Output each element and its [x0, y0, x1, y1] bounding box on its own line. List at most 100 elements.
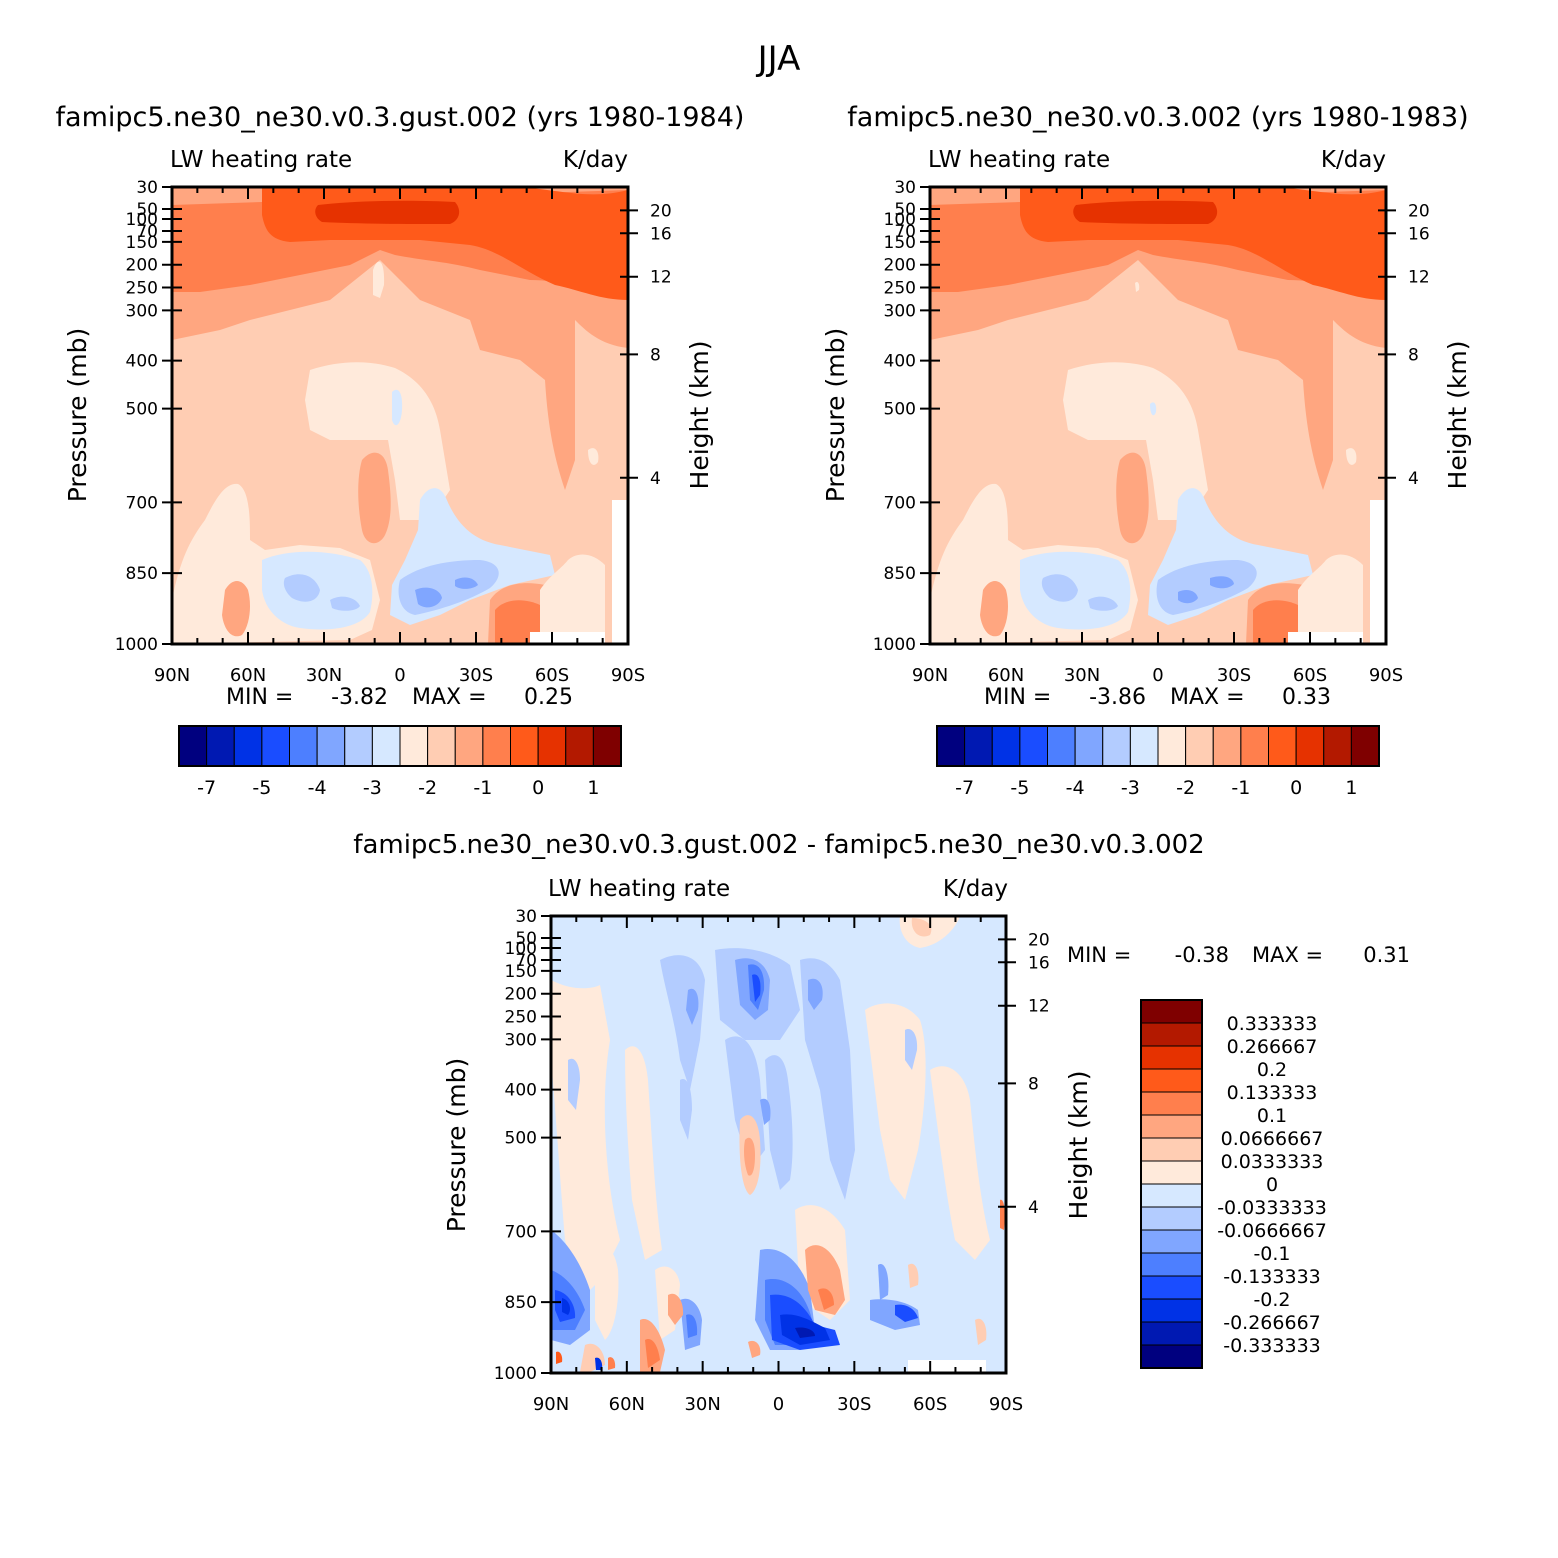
panel-diff-colorbar-label: 0.133333 — [1227, 1082, 1318, 1104]
panel-b-right-label: K/day — [1321, 147, 1386, 173]
panel-b-max-value: 0.33 — [1282, 685, 1331, 710]
panel-a-ylabel: Pressure (mb) — [63, 328, 92, 502]
panel-diff-pressure-tick-label: 850 — [505, 1293, 537, 1313]
panel-a-colorbar-swatch — [482, 725, 511, 767]
panel-b-pressure-tick-label: 70 — [894, 222, 916, 242]
panel-b-colorbar-label: -7 — [955, 777, 974, 799]
panel-a-colorbar-swatch — [427, 725, 456, 767]
panel-a-pressure-tick-label: 400 — [126, 352, 158, 372]
panel-b-title: famipc5.ne30_ne30.v0.3.002 (yrs 1980-198… — [847, 102, 1468, 133]
panel-b-pressure-tick-label: 200 — [884, 256, 916, 276]
panel-diff-colorbar-label: -0.1 — [1253, 1243, 1290, 1265]
panel-diff-pressure-tick-label: 300 — [505, 1030, 537, 1050]
panel-diff-lat-tick-label: 30N — [684, 1394, 720, 1415]
panel-b-lat-tick-label: 60S — [1293, 665, 1327, 686]
panel-diff-colorbar-swatch — [1140, 1183, 1203, 1208]
panel-b-pressure-tick-label: 400 — [884, 352, 916, 372]
panel-a-colorbar-swatch — [399, 725, 429, 767]
panel-b-pressure-tick-label: 300 — [884, 301, 916, 321]
panel-diff-colorbar-label: 0.1 — [1257, 1105, 1287, 1127]
panel-b-colorbar-swatch — [1047, 725, 1076, 767]
panel-diff-min-label: MIN = — [1067, 943, 1131, 967]
panel-a-field — [172, 187, 628, 644]
panel-b-left-label: LW heating rate — [928, 147, 1110, 173]
panel-diff-pressure-tick-label: 400 — [505, 1081, 537, 1101]
panel-diff-height-tick-label: 20 — [1028, 930, 1050, 950]
panel-diff-colorbar-swatch — [1140, 1344, 1203, 1369]
panel-diff-pressure-tick-label: 50 — [515, 929, 537, 949]
panel-diff-lat-tick-label: 0 — [773, 1394, 784, 1415]
panel-diff-lat-tick-label: 90N — [533, 1394, 569, 1415]
panel-a-max-value: 0.25 — [524, 685, 573, 710]
panel-a-pressure-tick-label: 300 — [126, 301, 158, 321]
panel-b-lat-tick-label: 90N — [912, 665, 948, 686]
panel-a-lat-tick-label: 60N — [230, 665, 266, 686]
panel-a-height-tick-label: 8 — [650, 345, 661, 365]
panel-a-colorbar-swatch — [565, 725, 594, 767]
panel-diff-colorbar-label: 0.333333 — [1227, 1013, 1318, 1035]
panel-diff-colorbar: 0.3333330.2666670.20.1333330.10.06666670… — [1140, 999, 1327, 1369]
panel-b-height-tick-label: 8 — [1408, 345, 1419, 365]
panel-diff-field — [551, 916, 1006, 1373]
panel-diff-height-tick-label: 8 — [1028, 1074, 1039, 1094]
panel-diff-pressure-tick-label: 150 — [505, 962, 537, 982]
panel-a-height-tick-label: 4 — [650, 469, 661, 489]
panel-diff-colorbar-swatch — [1140, 1298, 1203, 1323]
panel-diff-pressure-tick-label: 30 — [515, 907, 537, 927]
panel-diff-colorbar-label: 0.266667 — [1227, 1036, 1318, 1058]
panel-diff-colorbar-label: 0.0333333 — [1221, 1151, 1324, 1173]
panel-b-colorbar-swatch — [1212, 725, 1242, 767]
panel-b-pressure-tick-label: 250 — [884, 279, 916, 299]
panel-b-height-tick-label: 4 — [1408, 469, 1419, 489]
panel-b-colorbar: -7 -5 -4 -3 -2 -1 0 1 — [936, 725, 1380, 799]
panel-a-max-label: MAX = — [412, 685, 487, 710]
panel-b-colorbar-label: 1 — [1345, 777, 1357, 799]
panel-b: famipc5.ne30_ne30.v0.3.002 (yrs 1980-198… — [821, 102, 1472, 799]
panel-diff-colorbar-swatch — [1140, 1160, 1203, 1185]
panel-a-lat-tick-label: 30N — [306, 665, 342, 686]
panel-a-pressure-tick-label: 1000 — [115, 635, 158, 655]
panel-a-colorbar-label: -1 — [473, 777, 492, 799]
panel-diff-colorbar-swatch — [1140, 999, 1203, 1024]
panel-b-colorbar-swatch — [1323, 725, 1352, 767]
panel-a-height-tick-label: 12 — [650, 268, 672, 288]
panel-a-left-label: LW heating rate — [170, 147, 352, 173]
panel-a-pressure-tick-label: 30 — [136, 178, 158, 198]
panel-diff: famipc5.ne30_ne30.v0.3.gust.002 - famipc… — [353, 830, 1410, 1415]
panel-diff-colorbar-swatch — [1140, 1252, 1203, 1277]
panel-b-pressure-tick-label: 500 — [884, 400, 916, 420]
panel-a-colorbar-label: 0 — [532, 777, 544, 799]
panel-diff-pressure-tick-label: 200 — [505, 985, 537, 1005]
panel-diff-lat-tick-label: 30S — [837, 1394, 871, 1415]
panel-diff-right-label: K/day — [943, 876, 1008, 902]
panel-diff-height-tick-label: 16 — [1028, 953, 1050, 973]
panel-diff-colorbar-label: -0.266667 — [1223, 1312, 1321, 1334]
panel-b-max-label: MAX = — [1170, 685, 1245, 710]
panel-b-colorbar-swatch — [1350, 725, 1380, 767]
panel-a-min-label: MIN = — [226, 685, 293, 710]
panel-a-colorbar: -7 -5 -4 -3 -2 -1 0 1 — [178, 725, 622, 799]
panel-a-pressure-tick-label: 700 — [126, 493, 158, 513]
panel-b-colorbar-swatch — [991, 725, 1021, 767]
panel-diff-pressure-tick-label: 1000 — [494, 1364, 537, 1384]
panel-diff-colorbar-swatch — [1140, 1137, 1203, 1162]
panel-b-height-tick-label: 12 — [1408, 268, 1430, 288]
panel-diff-title: famipc5.ne30_ne30.v0.3.gust.002 - famipc… — [353, 830, 1204, 860]
panel-diff-colorbar-label: -0.2 — [1253, 1289, 1290, 1311]
panel-b-pressure-tick-label: 850 — [884, 564, 916, 584]
panel-a-colorbar-swatch — [206, 725, 235, 767]
panel-a-colorbar-swatch — [233, 725, 263, 767]
panel-a-height-tick-label: 20 — [650, 201, 672, 221]
panel-diff-colorbar-label: -0.333333 — [1223, 1335, 1321, 1357]
panel-a-height-tick-label: 16 — [650, 224, 672, 244]
panel-diff-colorbar-label: -0.0333333 — [1217, 1197, 1327, 1219]
panel-a-right-label: K/day — [563, 147, 628, 173]
panel-diff-max-value: 0.31 — [1363, 943, 1410, 967]
panel-a-colorbar-label: -2 — [418, 777, 437, 799]
panel-a-colorbar-swatch — [510, 725, 539, 767]
panel-diff-colorbar-label: 0.2 — [1257, 1059, 1287, 1081]
panel-b-lat-tick-label: 0 — [1152, 665, 1163, 686]
